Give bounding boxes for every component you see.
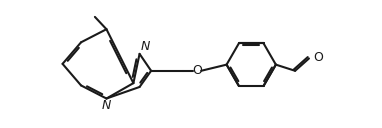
Text: O: O xyxy=(313,51,323,64)
Text: N: N xyxy=(102,99,111,112)
Text: O: O xyxy=(193,64,202,77)
Text: N: N xyxy=(140,40,150,53)
